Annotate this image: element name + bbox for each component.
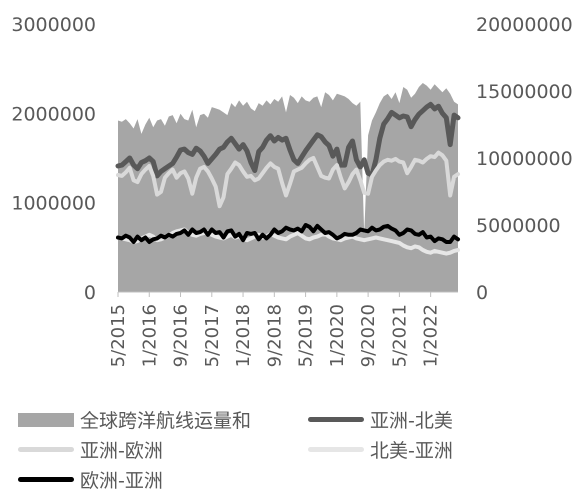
y-left-tick-label: 0 xyxy=(84,282,96,304)
x-tick-label: 9/2016 xyxy=(171,304,192,367)
legend-swatch-asia-na xyxy=(308,417,364,422)
legend-swatch-eu-asia xyxy=(18,477,74,482)
y-right-tick-label: 15000000 xyxy=(476,81,573,103)
y-right-tick-label: 0 xyxy=(476,282,488,304)
y-right-tick-label: 20000000 xyxy=(476,14,573,36)
legend: 全球跨洋航线运量和 亚洲-北美 亚洲-欧洲 北美-亚洲 欧洲-亚洲 xyxy=(0,398,578,494)
chart: 0 1000000 2000000 3000000 0 5000000 10000000 15… xyxy=(11,14,572,367)
legend-item-asia-na: 亚洲-北美 xyxy=(308,406,453,433)
y-right-tick-label: 5000000 xyxy=(476,215,561,237)
x-tick-label: 1/2020 xyxy=(327,304,348,367)
x-tick-label: 1/2022 xyxy=(421,304,442,367)
legend-label-total: 全球跨洋航线运量和 xyxy=(80,410,252,432)
line-series-na-asia xyxy=(116,227,460,256)
x-tick-label: 1/2018 xyxy=(233,304,254,367)
legend-swatch-na-asia xyxy=(308,447,364,452)
line-series-asia-eu xyxy=(116,150,460,209)
x-tick-label: 5/2017 xyxy=(202,304,223,367)
legend-swatch-asia-eu xyxy=(18,447,74,452)
x-tick-label: 5/2021 xyxy=(389,304,410,367)
legend-item-total: 全球跨洋航线运量和 xyxy=(18,406,251,433)
y-left-tick-label: 3000000 xyxy=(11,14,96,36)
axes-layer: 0 1000000 2000000 3000000 0 5000000 10000000 15… xyxy=(11,14,572,367)
legend-item-asia-eu: 亚洲-欧洲 xyxy=(18,436,163,463)
y-left-tick-label: 1000000 xyxy=(11,193,96,215)
x-tick-label: 9/2020 xyxy=(358,304,379,367)
x-tick-label: 5/2015 xyxy=(108,304,129,367)
x-tick-label: 5/2019 xyxy=(296,304,317,367)
x-tick-label: 9/2018 xyxy=(264,304,285,367)
line-series-eu-asia xyxy=(116,223,460,244)
legend-label-eu-asia: 欧洲-亚洲 xyxy=(80,470,163,492)
legend-label-na-asia: 北美-亚洲 xyxy=(370,440,453,462)
lines-layer xyxy=(115,101,461,256)
legend-item-na-asia: 北美-亚洲 xyxy=(308,436,453,463)
legend-swatch-total xyxy=(18,412,74,427)
legend-label-asia-na: 亚洲-北美 xyxy=(370,410,453,432)
x-tick-label: 1/2016 xyxy=(139,304,160,367)
legend-item-eu-asia: 欧洲-亚洲 xyxy=(18,466,163,493)
legend-label-asia-eu: 亚洲-欧洲 xyxy=(80,440,163,462)
y-right-tick-label: 10000000 xyxy=(476,148,573,170)
line-series-asia-na xyxy=(115,101,461,179)
y-left-tick-label: 2000000 xyxy=(11,103,96,125)
